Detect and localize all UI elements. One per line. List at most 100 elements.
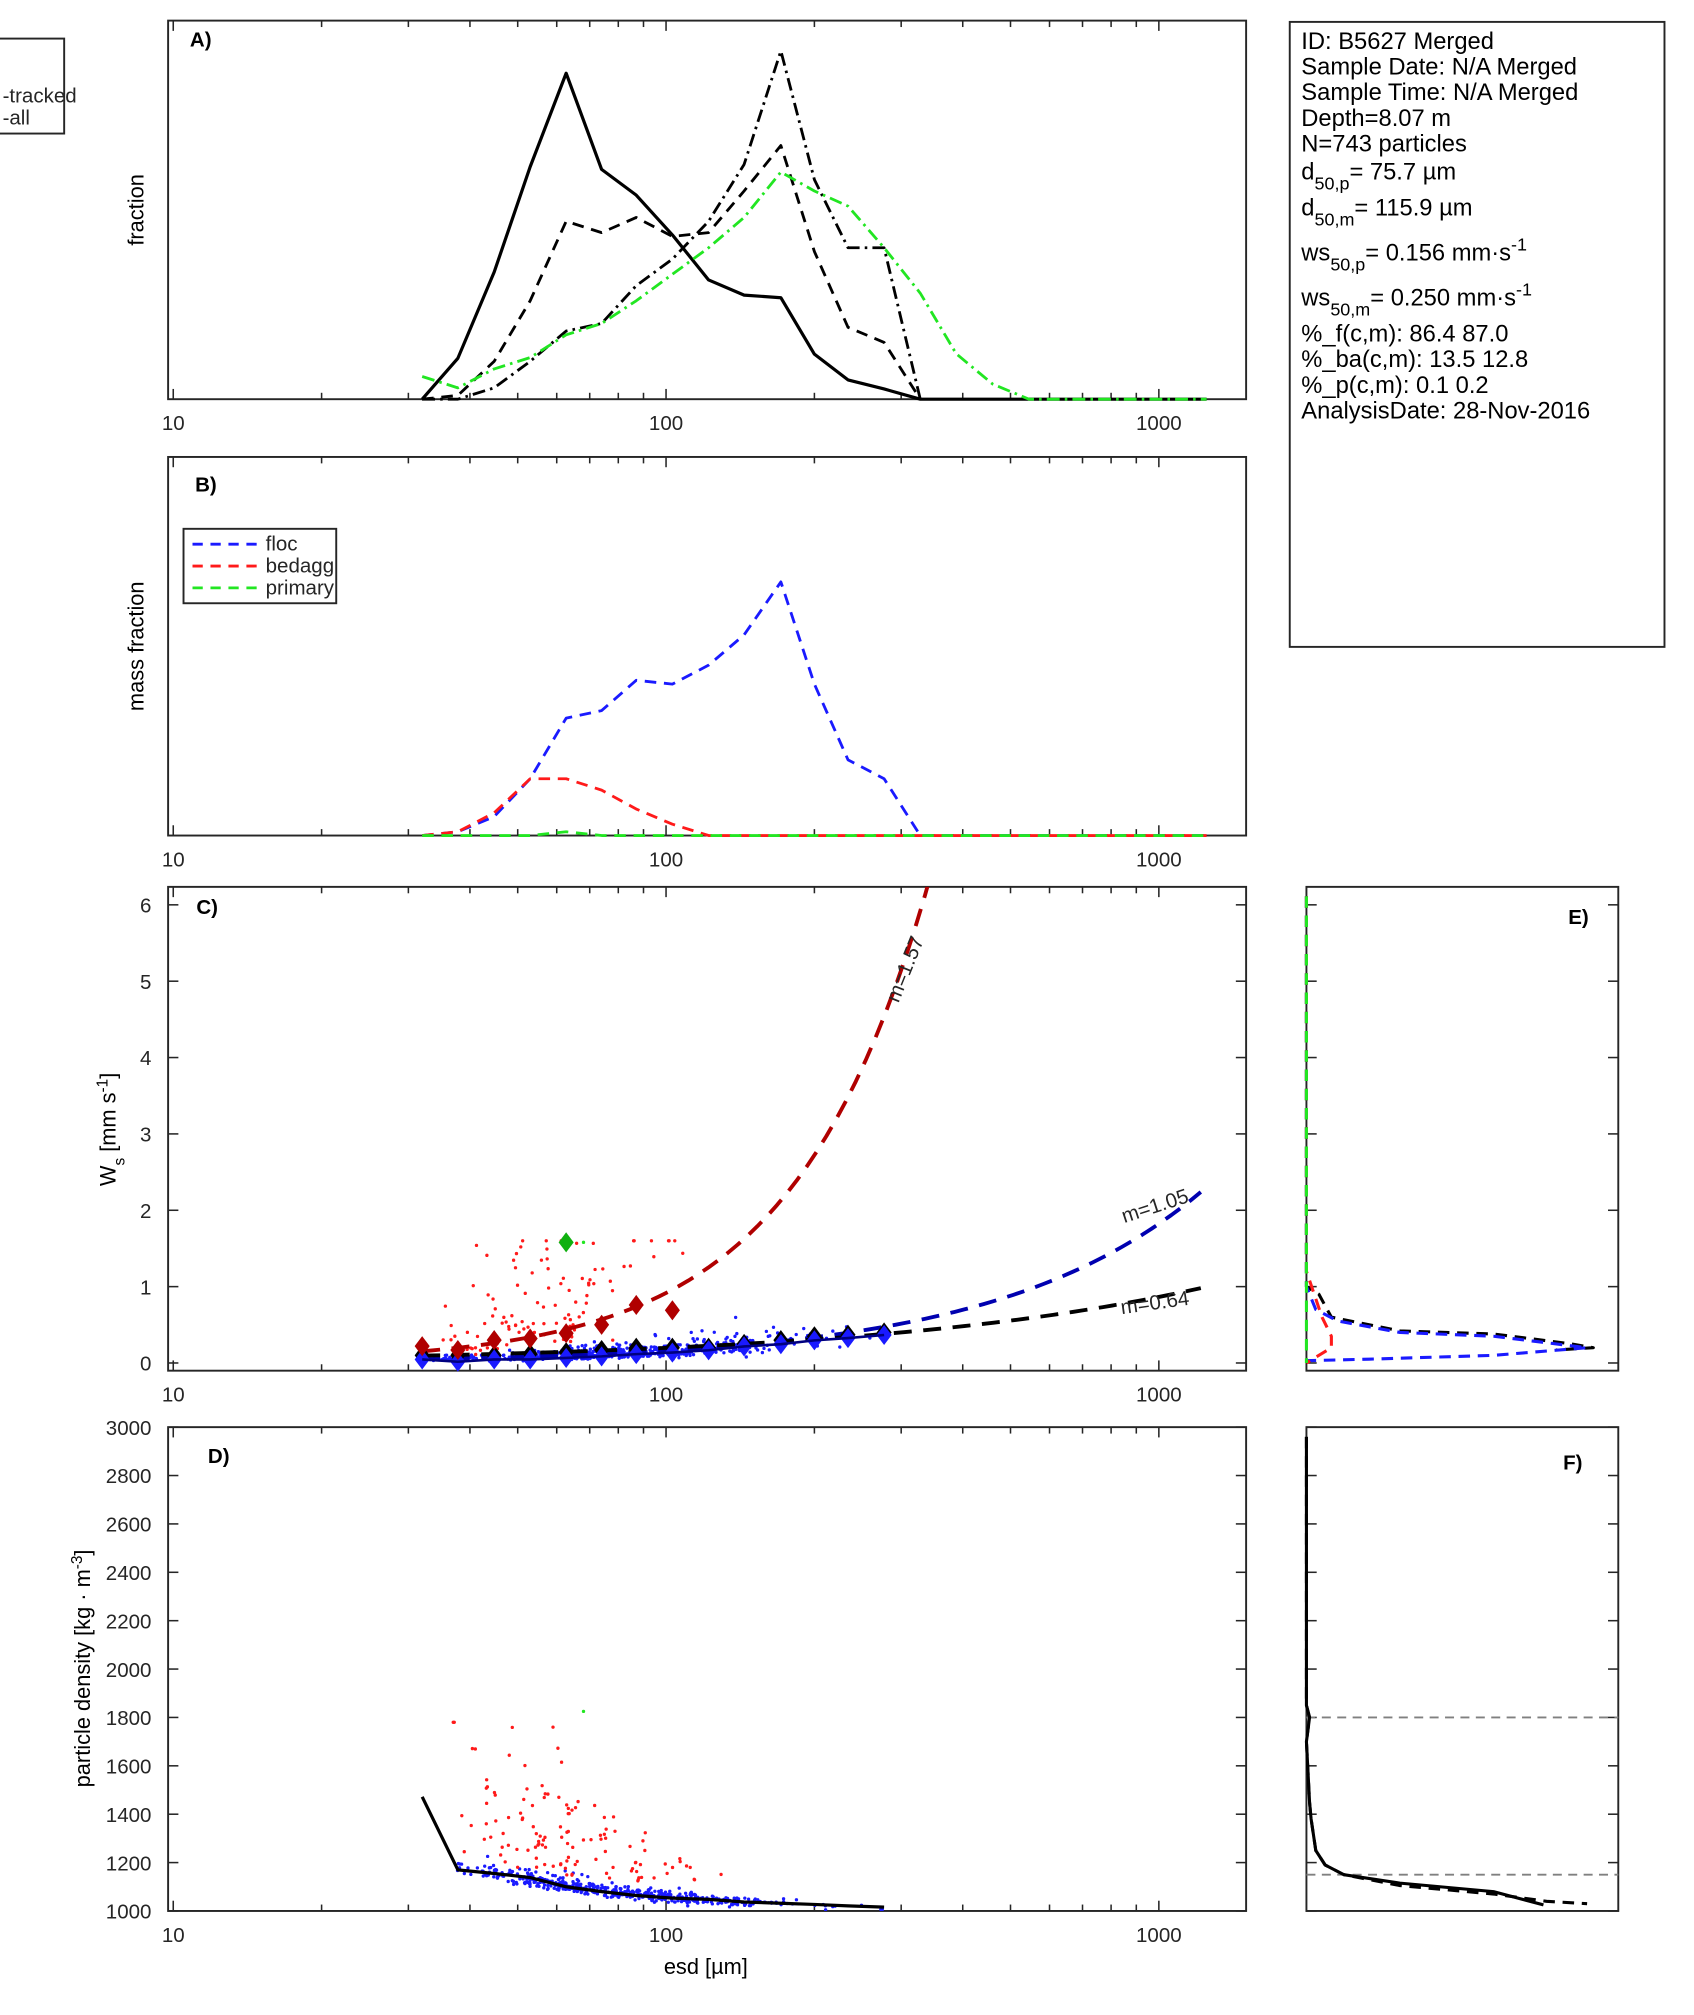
scatter-point-bedagg bbox=[498, 1853, 503, 1857]
panel-label: F) bbox=[1563, 1452, 1582, 1475]
scatter-point-bedagg bbox=[553, 1339, 557, 1343]
y-tick-label: 3000 bbox=[106, 1417, 152, 1440]
scatter-point-bedagg bbox=[566, 1806, 570, 1811]
scatter-point-floc bbox=[754, 1346, 758, 1350]
scatter-point-floc bbox=[673, 1900, 677, 1904]
x-tick-label: 100 bbox=[649, 1924, 683, 1947]
scatter-point-floc bbox=[575, 1889, 580, 1893]
scatter-point-bedagg bbox=[630, 1866, 635, 1871]
scatter-point-bedagg bbox=[518, 1811, 523, 1815]
bin-mean-marker bbox=[628, 1294, 644, 1316]
scatter-point-bedagg bbox=[500, 1321, 504, 1325]
scatter-point-bedagg bbox=[443, 1304, 448, 1308]
scatter-point-floc bbox=[687, 1900, 692, 1904]
scatter-point-bedagg bbox=[503, 1860, 507, 1864]
scatter-point-floc bbox=[649, 1886, 653, 1890]
legend-box bbox=[0, 37, 66, 135]
series-primary-line bbox=[422, 830, 1207, 837]
scatter-point-floc bbox=[582, 1346, 587, 1350]
scatter-point-floc bbox=[716, 1901, 720, 1906]
y-axis-label: Ws [mm s-1] bbox=[94, 1073, 128, 1186]
y-tick-label: 1000 bbox=[106, 1901, 152, 1924]
scatter-point-floc bbox=[802, 1326, 806, 1331]
scatter-point-floc bbox=[546, 1883, 550, 1888]
scatter-point-bedagg bbox=[599, 1837, 603, 1841]
scatter-point-floc bbox=[600, 1883, 604, 1887]
scatter-point-bedagg bbox=[493, 1307, 497, 1311]
scatter-point-bedagg bbox=[510, 1314, 514, 1318]
scatter-point-bedagg bbox=[513, 1323, 518, 1328]
scatter-point-floc bbox=[462, 1871, 467, 1876]
scatter-point-bedagg bbox=[474, 1243, 479, 1248]
scatter-point-floc bbox=[645, 1354, 650, 1358]
scatter-point-floc bbox=[733, 1334, 737, 1338]
scatter-point-bedagg bbox=[531, 1825, 535, 1829]
scatter-point-bedagg bbox=[492, 1790, 497, 1795]
info-text: Sample Time: N/A Merged bbox=[1301, 80, 1578, 106]
scatter-point-floc bbox=[633, 1898, 637, 1902]
scatter-point-bedagg bbox=[473, 1747, 478, 1751]
scatter-point-bedagg bbox=[507, 1324, 511, 1329]
scatter-point-bedagg bbox=[534, 1865, 539, 1869]
scatter-point-bedagg bbox=[611, 1865, 615, 1870]
scatter-point-floc bbox=[727, 1905, 732, 1909]
scatter-point-bedagg bbox=[560, 1835, 564, 1839]
scatter-point-bedagg bbox=[511, 1258, 516, 1262]
scatter-point-floc bbox=[563, 1869, 567, 1873]
panel-label: C) bbox=[196, 896, 218, 919]
scatter-point-bedagg bbox=[546, 1286, 551, 1290]
scatter-point-bedagg bbox=[484, 1822, 488, 1826]
scatter-point-bedagg bbox=[533, 1845, 538, 1849]
bin-mean-marker bbox=[664, 1300, 680, 1321]
scatter-point-floc bbox=[529, 1872, 534, 1876]
bin-mean-marker bbox=[558, 1232, 574, 1253]
x-tick-label: 1000 bbox=[1136, 1383, 1182, 1406]
x-tick-label: 10 bbox=[162, 1383, 185, 1406]
x-tick-label: 10 bbox=[162, 412, 185, 435]
scatter-point-bedagg bbox=[688, 1865, 692, 1870]
scatter-point-floc bbox=[831, 1329, 835, 1333]
scatter-point-bedagg bbox=[523, 1291, 527, 1295]
scatter-point-bedagg bbox=[542, 1795, 546, 1800]
scatter-point-floc bbox=[660, 1353, 664, 1358]
scatter-point-bedagg bbox=[594, 1857, 598, 1861]
scatter-point-floc bbox=[748, 1350, 752, 1354]
scatter-point-bedagg bbox=[538, 1834, 542, 1838]
scatter-point-bedagg bbox=[638, 1862, 643, 1867]
panel-b-axes bbox=[167, 455, 1248, 837]
scatter-point-bedagg bbox=[471, 1283, 475, 1288]
series-dashdot-line bbox=[422, 49, 922, 401]
scatter-point-bedagg bbox=[634, 1869, 639, 1874]
scatter-point-bedagg bbox=[474, 1352, 478, 1357]
scatter-point-floc bbox=[484, 1874, 489, 1878]
legend-entry-all: -all bbox=[3, 107, 30, 130]
scatter-point-bedagg bbox=[603, 1849, 608, 1854]
scatter-point-floc bbox=[485, 1854, 490, 1859]
scatter-point-bedagg bbox=[591, 1241, 595, 1246]
y-axis-label-part: ] bbox=[70, 1550, 95, 1556]
legend-entry-floc: floc bbox=[266, 533, 298, 556]
scatter-point-bedagg bbox=[670, 1865, 675, 1870]
scatter-point-floc bbox=[794, 1898, 799, 1902]
info-line: %_f(c,m): 86.4 87.0 bbox=[1301, 321, 1508, 347]
info-line: Sample Date: N/A Merged bbox=[1301, 55, 1577, 81]
scatter-point-bedagg bbox=[570, 1872, 574, 1876]
panel-f-frame bbox=[1305, 1426, 1620, 1912]
plot-frame bbox=[167, 455, 1248, 837]
scatter-point-bedagg bbox=[673, 1239, 677, 1243]
scatter-point-bedagg bbox=[593, 1267, 597, 1272]
scatter-point-floc bbox=[771, 1325, 776, 1329]
scatter-point-floc bbox=[579, 1882, 583, 1886]
scatter-point-floc bbox=[686, 1904, 690, 1908]
scatter-point-bedagg bbox=[507, 1327, 511, 1331]
info-text: = 115.9 µm bbox=[1354, 196, 1472, 222]
info-line: %_p(c,m): 0.1 0.2 bbox=[1301, 373, 1488, 399]
scatter-point-bedagg bbox=[573, 1862, 577, 1867]
scatter-point-floc bbox=[735, 1331, 739, 1336]
scatter-point-floc bbox=[823, 1908, 828, 1911]
bin-mean-marker bbox=[594, 1314, 610, 1335]
info-text: ID: B5627 Merged bbox=[1301, 29, 1494, 55]
scatter-point-bedagg bbox=[592, 1803, 597, 1808]
scatter-point-bedagg bbox=[553, 1303, 557, 1307]
scatter-point-floc bbox=[743, 1896, 747, 1900]
